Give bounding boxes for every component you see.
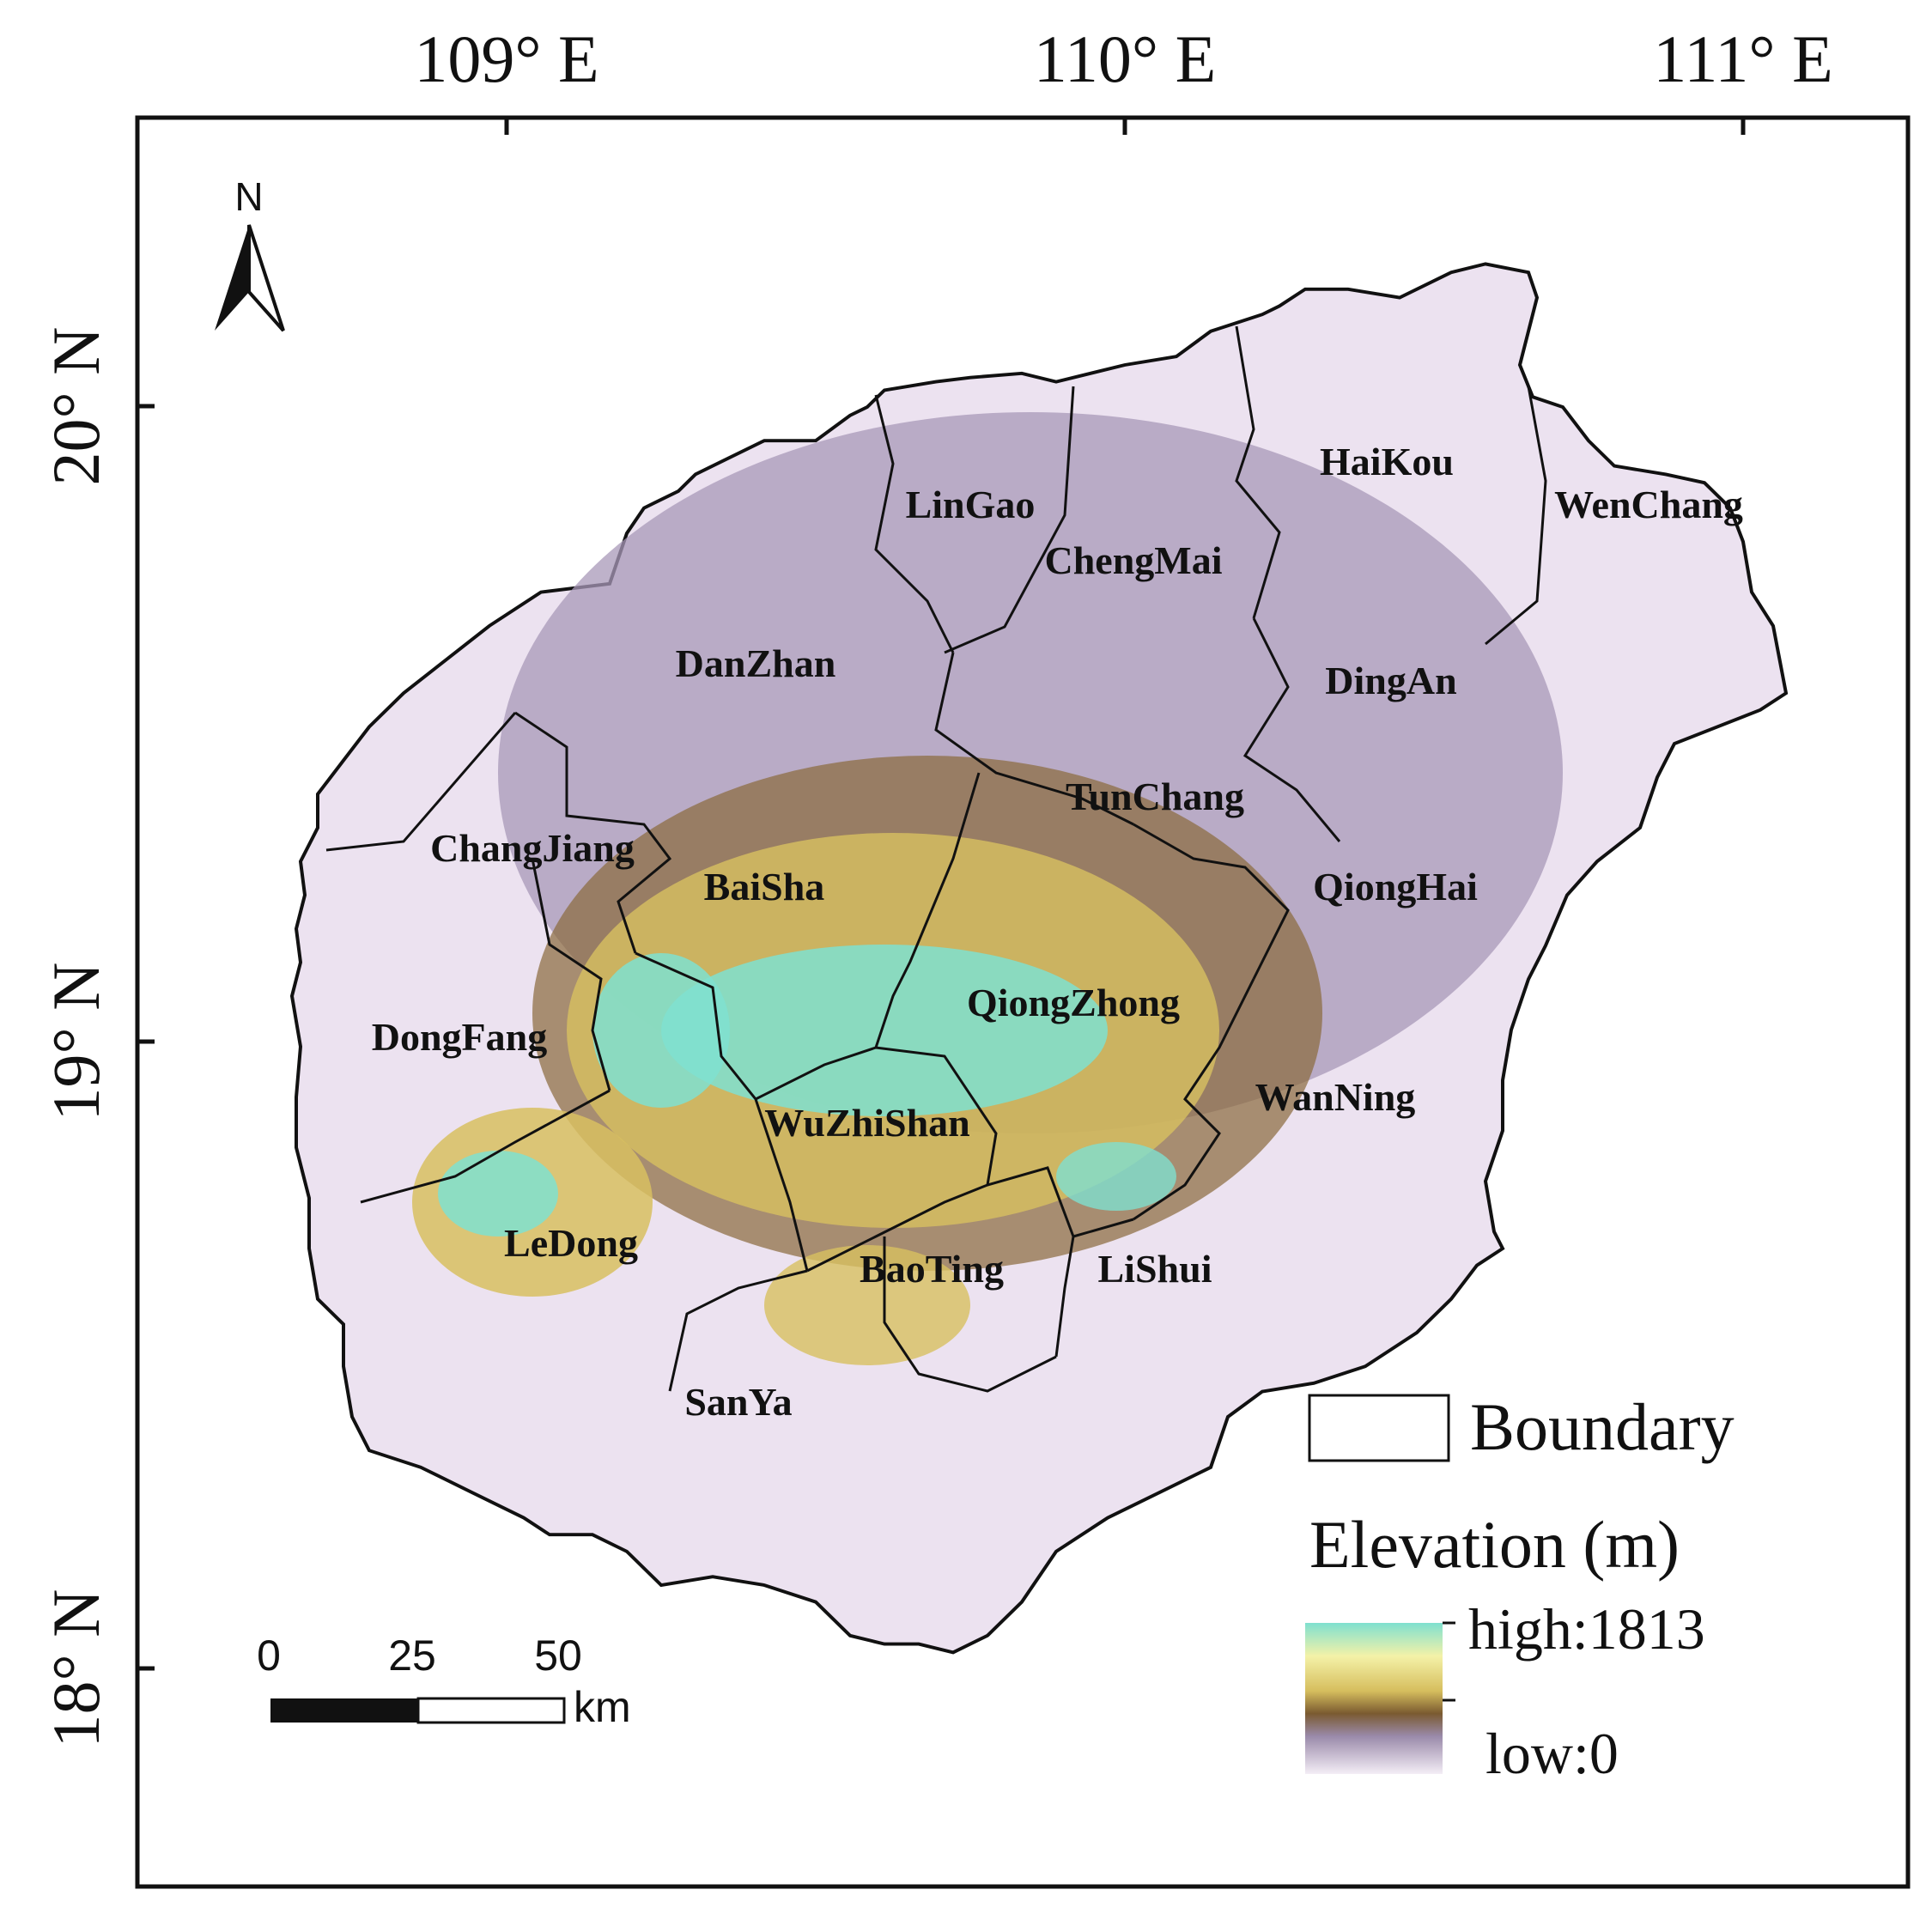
longitude-axis: 109° E 110° E 111° E bbox=[414, 21, 1833, 135]
north-arrow-label: N bbox=[234, 174, 263, 219]
region-label-ledong: LeDong bbox=[504, 1221, 638, 1265]
scale-bar-black-segment bbox=[270, 1698, 418, 1723]
region-label-dongfang: DongFang bbox=[372, 1015, 547, 1059]
longitude-label-111: 111° E bbox=[1653, 21, 1833, 96]
region-label-lishui: LiShui bbox=[1098, 1247, 1212, 1291]
region-label-wuzhishan: WuZhiShan bbox=[764, 1101, 970, 1145]
region-label-wanning: WanNing bbox=[1255, 1075, 1416, 1119]
latitude-axis: 20° N 19° N 18° N bbox=[39, 326, 155, 1748]
region-label-haikou: HaiKou bbox=[1320, 440, 1454, 483]
region-label-changjiang: ChangJiang bbox=[430, 826, 635, 870]
scale-tick-25: 25 bbox=[388, 1631, 436, 1680]
legend-elevation-ramp bbox=[1305, 1623, 1443, 1774]
elevation-yellow-south bbox=[764, 1245, 970, 1365]
scale-unit: km bbox=[574, 1683, 631, 1731]
legend-elevation-title: Elevation (m) bbox=[1309, 1507, 1680, 1582]
scale-bar: 0 25 50 km bbox=[257, 1631, 631, 1731]
legend-high-label: high:1813 bbox=[1468, 1596, 1705, 1662]
elevation-peak-central bbox=[661, 945, 1108, 1116]
admin-boundaries bbox=[325, 325, 1547, 1393]
scale-bar-white-segment bbox=[416, 1697, 566, 1724]
scale-tick-50: 50 bbox=[534, 1631, 582, 1680]
legend-boundary-label: Boundary bbox=[1470, 1389, 1735, 1464]
legend-low-label: low:0 bbox=[1485, 1721, 1619, 1786]
latitude-label-18: 18° N bbox=[39, 1589, 113, 1747]
elevation-peak-west bbox=[592, 953, 730, 1108]
region-label-tunchang: TunChang bbox=[1066, 775, 1244, 818]
longitude-label-110: 110° E bbox=[1034, 21, 1216, 96]
region-label-danzhan: DanZhan bbox=[676, 641, 836, 685]
region-label-sanya: SanYa bbox=[684, 1380, 792, 1424]
legend: Boundary Elevation (m) high:1813 low:0 bbox=[1305, 1389, 1735, 1786]
island bbox=[289, 262, 1789, 1655]
region-label-baisha: BaiSha bbox=[704, 865, 825, 908]
region-label-qionghai: QiongHai bbox=[1313, 865, 1478, 908]
longitude-label-109: 109° E bbox=[414, 21, 598, 96]
region-label-dingan: DingAn bbox=[1325, 659, 1456, 702]
latitude-label-19: 19° N bbox=[39, 962, 113, 1121]
region-label-chengmai: ChengMai bbox=[1045, 538, 1223, 582]
latitude-label-20: 20° N bbox=[39, 326, 113, 485]
elevation-peak-ledong bbox=[438, 1151, 558, 1237]
region-label-wenchang: WenChang bbox=[1554, 483, 1743, 526]
legend-boundary-swatch bbox=[1308, 1394, 1450, 1462]
region-label-qiongzhong: QiongZhong bbox=[967, 981, 1180, 1024]
region-label-baoting: BaoTing bbox=[860, 1247, 1004, 1291]
region-labels: LinGao ChengMai HaiKou WenChang DanZhan … bbox=[372, 440, 1743, 1424]
scale-tick-0: 0 bbox=[257, 1631, 281, 1680]
north-arrow-icon: N bbox=[215, 174, 285, 332]
region-label-lingao: LinGao bbox=[906, 483, 1036, 526]
elevation-peak-east bbox=[1056, 1142, 1176, 1211]
